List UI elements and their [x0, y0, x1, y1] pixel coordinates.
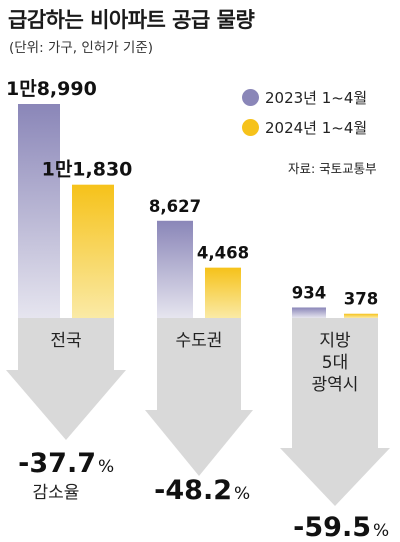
decline-arrow-1: [145, 318, 253, 476]
change-rate-2: -59.5: [293, 512, 371, 542]
value-label-2023-1: 8,627: [149, 197, 201, 216]
legend-swatch-2023: [242, 88, 259, 106]
legend-item-2024: 2024년 1~4월: [242, 116, 367, 138]
category-label-2-line-0: 지방: [319, 331, 351, 351]
legend-label-2024: 2024년 1~4월: [265, 118, 368, 137]
bar-2023-0: [18, 104, 60, 318]
change-unit-0: %: [98, 457, 114, 477]
chart-subtitle: (단위: 가구, 인허가 기준): [9, 40, 154, 56]
bar-2024-2: [344, 313, 378, 318]
legend-label-2023: 2023년 1~4월: [265, 88, 368, 107]
bar-2023-1: [157, 220, 193, 318]
change-rate-1: -48.2: [154, 475, 232, 506]
value-label-2024-1: 4,468: [197, 244, 249, 263]
bar-2024-0: [72, 184, 114, 318]
category-label-2-line-1: 5대: [322, 353, 348, 373]
change-unit-1: %: [234, 484, 250, 504]
decline-arrow-2: [280, 318, 390, 506]
value-label-2023-2: 934: [292, 283, 326, 302]
category-label-0: 전국: [50, 331, 81, 351]
bar-2024-1: [205, 267, 241, 318]
chart-title: 급감하는 비아파트 공급 물량: [8, 8, 255, 32]
category-label-1: 수도권: [176, 331, 223, 351]
value-label-2024-2: 378: [344, 290, 378, 309]
change-unit-2: %: [373, 521, 389, 541]
source-note: 자료: 국토교통부: [288, 161, 377, 176]
category-label-2-line-2: 광역시: [312, 375, 359, 395]
bar-2023-2: [292, 307, 326, 318]
change-rate-0: -37.7: [18, 448, 96, 479]
value-label-2023-0: 1만8,990: [6, 78, 97, 100]
value-label-2024-0: 1만1,830: [42, 159, 133, 181]
change-caption-0: 감소율: [33, 483, 80, 503]
decline-arrow-0: [6, 318, 126, 440]
legend-swatch-2024: [242, 118, 259, 136]
legend-item-2023: 2023년 1~4월: [242, 86, 367, 108]
